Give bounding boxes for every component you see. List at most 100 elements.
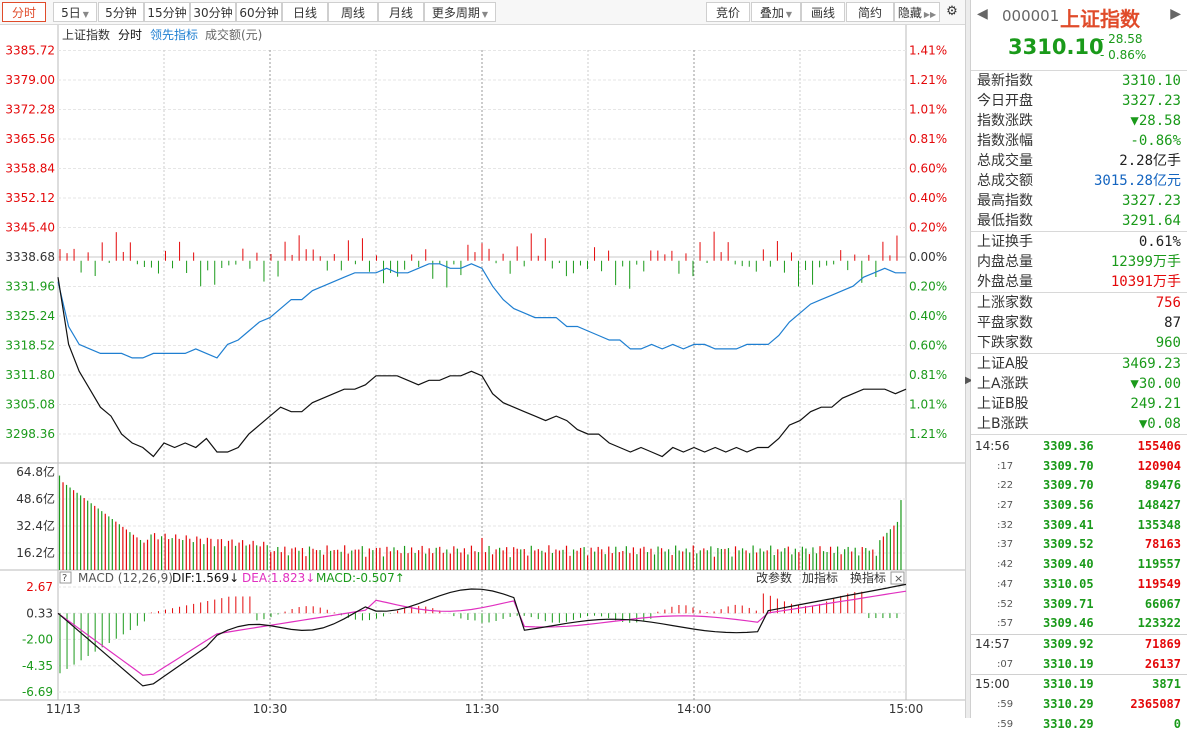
chevron-down-icon: ▼ — [785, 10, 793, 19]
period-tab-30min[interactable]: 30分钟 — [190, 2, 236, 22]
tick-time: :57 — [997, 618, 1014, 630]
time-axis-label: 11:30 — [465, 702, 500, 716]
stat-label: 上证换手 — [977, 234, 1033, 250]
stat-row: 总成交量 2.28亿手 — [971, 151, 1187, 171]
stat-row: 上涨家数 756 — [971, 293, 1187, 313]
tick-price: 3309.70 — [1043, 478, 1094, 493]
volume-axis-label: 16.2亿 — [16, 545, 55, 560]
panel-divider[interactable]: ▶ — [965, 0, 973, 718]
stat-label: 平盘家数 — [977, 315, 1033, 331]
tick-list[interactable]: 14:56 3309.36 155406:17 3309.70 120904:22 330… — [971, 435, 1187, 734]
price-axis-label: 3379.00 — [5, 73, 55, 87]
stat-label: 总成交额 — [977, 173, 1033, 189]
stat-value: 3469.23 — [1121, 356, 1181, 372]
tick-volume: 119549 — [1137, 576, 1181, 591]
stat-row: 指数涨幅 -0.86% — [971, 131, 1187, 151]
stat-label: 最低指数 — [977, 213, 1033, 229]
tick-row: :42 3309.40 119557 — [971, 555, 1187, 575]
macd-value: MACD:-0.507↑ — [316, 571, 405, 585]
stat-row: 平盘家数 87 — [971, 313, 1187, 333]
stat-row: 内盘总量 12399万手 — [971, 252, 1187, 272]
stat-value: 3310.10 — [1121, 73, 1181, 89]
tick-volume: 66067 — [1144, 596, 1181, 611]
tick-row: :52 3309.71 66067 — [971, 595, 1187, 615]
next-stock-arrow-icon[interactable]: ▶ — [1170, 6, 1181, 22]
tick-price: 3309.71 — [1043, 596, 1094, 611]
hide-button[interactable]: 隐藏 ▶▶ — [894, 2, 940, 22]
settings-gear-icon[interactable]: ⚙ — [946, 4, 958, 19]
tick-time: 14:57 — [975, 636, 1010, 651]
double-right-arrow-icon: ▶▶ — [923, 10, 937, 19]
collapse-arrow-icon[interactable]: ▶ — [965, 375, 973, 386]
price-axis-label: 3331.96 — [5, 280, 55, 294]
stat-group: 上证换手 0.61% 内盘总量 12399万手 外盘总量 10391万手 — [971, 232, 1187, 293]
period-tab-15min[interactable]: 15分钟 — [144, 2, 190, 22]
stat-row: 最新指数 3310.10 — [971, 71, 1187, 91]
volume-axis-label: 32.4亿 — [16, 518, 55, 533]
time-axis-label: 14:00 — [677, 702, 712, 716]
tick-price: 3309.40 — [1043, 557, 1094, 572]
tick-row: :07 3310.19 26137 — [971, 655, 1187, 675]
period-tab-daily[interactable]: 日线 — [282, 2, 328, 22]
overlay-dropdown[interactable]: 叠加 ▼ — [751, 2, 801, 22]
tick-price: 3309.41 — [1043, 517, 1094, 532]
draw-line-button[interactable]: 画线 — [801, 2, 845, 22]
price-axis-label: 3352.12 — [5, 191, 55, 205]
period-tab-5day-label: 5日 — [61, 6, 81, 20]
stats-table: 最新指数 3310.10 今日开盘 3327.23 指数涨跌 ▼28.58 指数涨幅 -0.8… — [971, 71, 1187, 435]
tick-time: :07 — [997, 658, 1014, 670]
period-tab-60min[interactable]: 60分钟 — [236, 2, 282, 22]
period-tab-5min[interactable]: 5分钟 — [98, 2, 144, 22]
stat-label: 上B涨跌 — [977, 416, 1029, 432]
macd-params-button: 改参数 — [756, 570, 792, 585]
stat-label: 总成交量 — [977, 153, 1033, 169]
stat-label: 内盘总量 — [977, 254, 1033, 270]
period-tab-weekly[interactable]: 周线 — [328, 2, 378, 22]
period-tab-minute[interactable]: 分时 — [2, 2, 46, 22]
stat-value: 3291.64 — [1121, 213, 1181, 229]
stat-value: 0.61% — [1138, 234, 1181, 250]
hide-label: 隐藏 — [897, 6, 922, 20]
price-axis-label: 3372.28 — [5, 103, 55, 117]
price-axis-label: 3358.84 — [5, 162, 55, 176]
tick-row: 14:57 3309.92 71869 — [971, 633, 1187, 655]
macd-title: MACD (12,26,9) — [78, 571, 173, 585]
tick-volume: 123322 — [1137, 616, 1181, 631]
tick-price: 3310.19 — [1043, 677, 1094, 692]
simple-mode-button[interactable]: 简约 — [846, 2, 894, 22]
stat-group: 上证A股 3469.23 上A涨跌 ▼30.00 上证B股 249.21 上B涨跌 ▼0.08 — [971, 354, 1187, 435]
period-tab-5day[interactable]: 5日 ▼ — [53, 2, 97, 22]
price-axis-label: 3318.52 — [5, 339, 55, 353]
tick-time: :17 — [997, 460, 1014, 472]
tick-volume: 135348 — [1137, 517, 1181, 532]
auction-button[interactable]: 竞价 — [706, 2, 750, 22]
tick-time: :59 — [997, 698, 1014, 710]
more-periods-dropdown[interactable]: 更多周期 ▼ — [424, 2, 496, 22]
quote-panel: ◀ 000001 上证指数 ▶ 3310.10 - 28.58 - 0.86% … — [971, 0, 1187, 731]
macd-axis-label: -4.35 — [22, 659, 53, 673]
dea-line — [57, 590, 907, 676]
stat-row: 上证B股 249.21 — [971, 394, 1187, 414]
prev-stock-arrow-icon[interactable]: ◀ — [977, 6, 988, 22]
price-axis-label: 3311.80 — [5, 368, 55, 382]
chevron-down-icon: ▼ — [481, 10, 489, 19]
tick-time: 15:00 — [975, 677, 1010, 692]
stat-value: -0.86% — [1130, 133, 1181, 149]
tick-price: 3310.29 — [1043, 696, 1094, 711]
macd-axis-label: 0.33 — [26, 606, 53, 620]
price-line — [57, 277, 907, 458]
macd-axis-label: 2.67 — [26, 580, 53, 594]
pct-axis-label: 1.21% — [909, 427, 947, 441]
tick-row: :37 3309.52 78163 — [971, 535, 1187, 555]
period-tab-monthly[interactable]: 月线 — [378, 2, 424, 22]
pct-axis-label: 0.60% — [909, 162, 947, 176]
macd-switch-button: 换指标 — [850, 570, 886, 585]
overlay-label: 叠加 — [759, 6, 784, 20]
stat-label: 上证A股 — [977, 356, 1029, 372]
legend-mode: 分时 — [118, 28, 142, 42]
price-axis-label: 3305.08 — [5, 398, 55, 412]
stat-label: 外盘总量 — [977, 274, 1033, 290]
stat-label: 指数涨跌 — [977, 113, 1033, 129]
pct-axis-label: 0.00% — [909, 250, 947, 264]
stat-row: 最高指数 3327.23 — [971, 191, 1187, 211]
